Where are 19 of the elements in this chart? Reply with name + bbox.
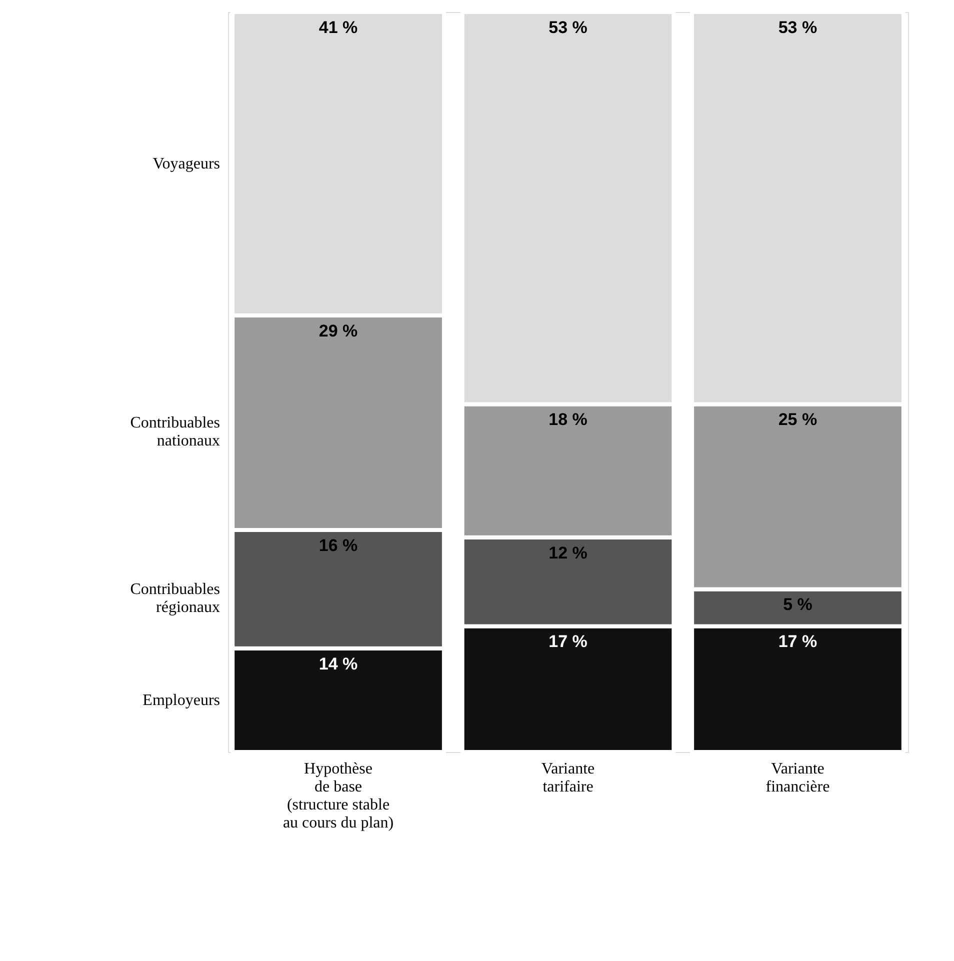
data-label: 41 % xyxy=(318,18,358,37)
x-tick-label: Hypothèse de base (structure stable au cours du plan) xyxy=(282,760,394,832)
x-tick-label: Variante financière xyxy=(766,760,830,796)
series-label: Contribuables nationaux xyxy=(130,414,220,450)
data-label: 17 % xyxy=(778,632,818,652)
data-label: 14 % xyxy=(318,654,358,674)
data-label: 16 % xyxy=(318,536,358,555)
series-label: Employeurs xyxy=(142,692,220,710)
data-label: 18 % xyxy=(548,410,588,430)
data-label: 53 % xyxy=(778,18,818,37)
data-label: 5 % xyxy=(783,595,812,614)
data-label: 17 % xyxy=(548,632,588,652)
data-label: 29 % xyxy=(318,321,358,340)
data-label: 25 % xyxy=(778,410,818,430)
x-tick-label: Variante tarifaire xyxy=(541,760,595,796)
series-label: Voyageurs xyxy=(152,156,220,173)
data-label: 53 % xyxy=(548,18,588,37)
series-label: Contribuables régionaux xyxy=(130,581,220,616)
data-label: 12 % xyxy=(548,543,588,562)
